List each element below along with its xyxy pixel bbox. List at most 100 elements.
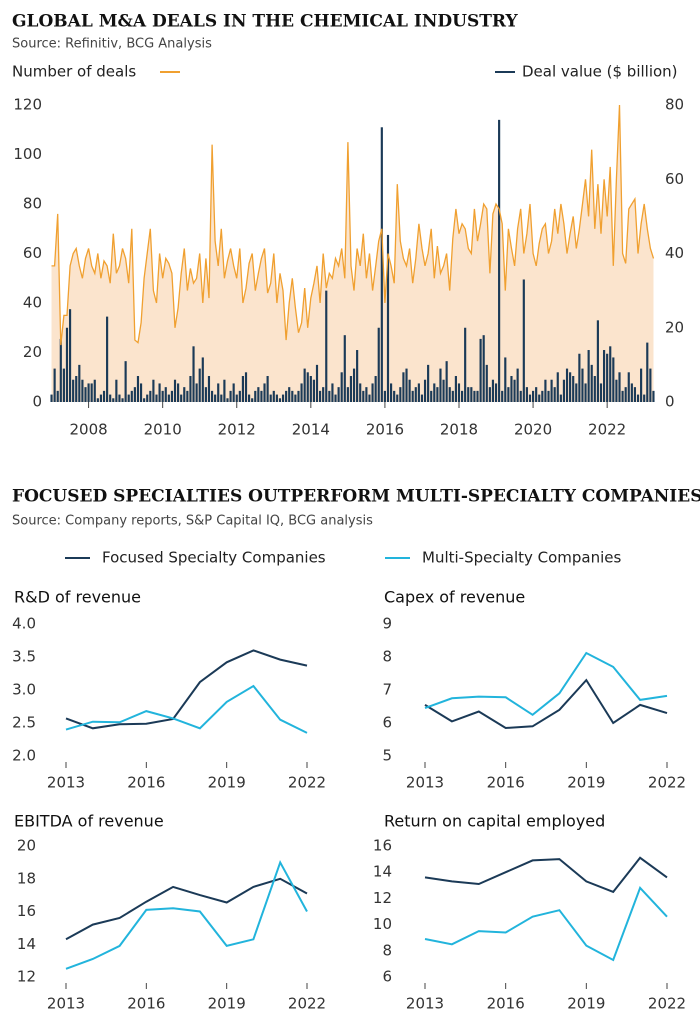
bar (272, 390, 275, 402)
x-tick-label: 2013 (47, 774, 85, 792)
y-tick-label: 16 (373, 837, 392, 855)
panel-title: EBITDA of revenue (14, 812, 164, 831)
bar (362, 390, 365, 402)
bar (306, 372, 309, 402)
bar (652, 390, 655, 402)
legend-label: Deal value ($ billion) (522, 63, 678, 81)
bar (460, 390, 464, 402)
bar (454, 376, 457, 402)
bar (507, 387, 510, 402)
bar (180, 394, 183, 402)
bar (84, 387, 87, 402)
bar (575, 383, 578, 402)
line (65, 649, 308, 730)
line (65, 859, 308, 970)
bar (285, 390, 288, 402)
bar (513, 379, 516, 402)
bar (346, 387, 349, 402)
bar (485, 364, 488, 402)
x-tick-label: 2019 (208, 774, 246, 792)
bar (189, 376, 192, 402)
bar (488, 387, 491, 402)
bar (414, 387, 417, 402)
bar (473, 390, 476, 402)
bar (192, 346, 195, 402)
line (51, 104, 655, 346)
bar (217, 383, 220, 402)
bar (275, 394, 278, 402)
bar (609, 346, 612, 402)
bar (442, 379, 445, 402)
bar (204, 387, 207, 402)
bar (257, 387, 260, 402)
y-tick-label: 14 (17, 935, 36, 953)
x-tick-label: 2022 (648, 995, 686, 1013)
y2-tick-label: 80 (665, 96, 684, 114)
bar (232, 383, 235, 402)
bar (62, 368, 65, 402)
bar (334, 394, 337, 402)
bar (479, 338, 482, 402)
y-tick-label: 3.0 (12, 681, 36, 699)
bar (615, 379, 618, 402)
bar (109, 394, 112, 402)
bar (288, 387, 291, 402)
bar (59, 338, 62, 402)
legend-label: Focused Specialty Companies (102, 549, 326, 567)
bar (207, 376, 211, 402)
y-tick-label: 100 (13, 145, 42, 163)
bar (408, 379, 411, 402)
bar (516, 368, 519, 402)
x-tick-label: 2016 (487, 774, 525, 792)
bar (602, 350, 606, 402)
bar (402, 372, 405, 402)
bar (235, 394, 238, 402)
bar (572, 376, 575, 402)
line (424, 678, 668, 730)
legend-label: Number of deals (12, 63, 136, 81)
bar (294, 394, 297, 402)
bar (457, 383, 461, 402)
y-tick-label: 6 (382, 714, 392, 732)
bar (535, 387, 538, 402)
bar (331, 383, 334, 402)
bar (81, 379, 84, 402)
bar (544, 379, 547, 402)
bar (606, 353, 609, 402)
bar (312, 379, 315, 402)
bar (565, 368, 569, 402)
bar (501, 390, 504, 402)
bar (643, 394, 646, 402)
line (65, 684, 308, 734)
bar (430, 390, 433, 402)
bar (72, 379, 75, 402)
bar (291, 390, 294, 402)
bar (383, 390, 386, 402)
bar (482, 335, 485, 402)
section-source: Source: Company reports, S&P Capital IQ,… (12, 514, 373, 529)
x-tick-label: 2020 (514, 421, 552, 439)
bar (248, 394, 251, 402)
y-tick-label: 80 (23, 195, 42, 213)
bar (328, 390, 331, 402)
y-tick-label: 8 (382, 941, 392, 959)
bar (322, 387, 325, 402)
bar (90, 383, 93, 402)
bar (102, 390, 106, 402)
bar (640, 368, 643, 402)
bar (649, 368, 652, 402)
bar (136, 376, 140, 402)
y-tick-label: 5 (382, 747, 392, 765)
bar (161, 390, 164, 402)
bar (550, 379, 553, 402)
y-tick-label: 4.0 (12, 615, 36, 633)
bar (377, 327, 380, 402)
y-tick-label: 9 (382, 615, 392, 633)
bar (380, 127, 383, 403)
line (424, 886, 668, 962)
x-tick-label: 2016 (127, 774, 165, 792)
y2-tick-label: 20 (665, 318, 684, 336)
bar (183, 387, 186, 402)
bar (584, 383, 587, 402)
bar (531, 390, 535, 402)
